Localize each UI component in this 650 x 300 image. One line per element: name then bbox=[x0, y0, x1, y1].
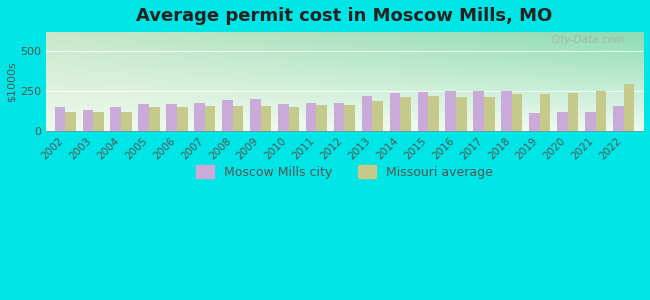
Bar bbox=[166, 104, 177, 131]
Bar bbox=[289, 107, 299, 131]
Bar bbox=[261, 106, 271, 131]
Bar bbox=[567, 93, 578, 131]
Bar bbox=[445, 91, 456, 131]
Bar bbox=[623, 84, 634, 131]
Bar bbox=[400, 97, 411, 131]
Bar bbox=[55, 107, 65, 131]
Bar bbox=[65, 112, 76, 131]
Title: Average permit cost in Moscow Mills, MO: Average permit cost in Moscow Mills, MO bbox=[136, 7, 552, 25]
Bar bbox=[111, 107, 121, 131]
Bar bbox=[585, 112, 595, 131]
Bar bbox=[233, 106, 243, 131]
Bar bbox=[222, 100, 233, 131]
Bar bbox=[250, 99, 261, 131]
Bar bbox=[317, 105, 327, 131]
Bar bbox=[333, 103, 344, 131]
Bar bbox=[595, 91, 606, 131]
Bar bbox=[613, 106, 623, 131]
Bar bbox=[417, 92, 428, 131]
Bar bbox=[149, 107, 160, 131]
Bar bbox=[306, 103, 317, 131]
Bar bbox=[83, 110, 93, 131]
Bar bbox=[138, 104, 149, 131]
Bar bbox=[121, 112, 132, 131]
Bar bbox=[372, 101, 383, 131]
Text: City-Data.com: City-Data.com bbox=[551, 35, 625, 45]
Bar bbox=[205, 106, 215, 131]
Bar bbox=[177, 107, 187, 131]
Bar bbox=[194, 103, 205, 131]
Y-axis label: $1000s: $1000s bbox=[7, 61, 17, 102]
Bar bbox=[484, 97, 495, 131]
Bar bbox=[344, 105, 355, 131]
Bar bbox=[557, 112, 567, 131]
Bar bbox=[361, 97, 372, 131]
Bar bbox=[529, 113, 539, 131]
Bar bbox=[389, 93, 400, 131]
Bar bbox=[512, 94, 523, 131]
Legend: Moscow Mills city, Missouri average: Moscow Mills city, Missouri average bbox=[190, 160, 498, 184]
Bar bbox=[473, 91, 484, 131]
Bar bbox=[501, 91, 512, 131]
Bar bbox=[428, 97, 439, 131]
Bar bbox=[278, 104, 289, 131]
Bar bbox=[93, 112, 104, 131]
Bar bbox=[456, 97, 467, 131]
Bar bbox=[540, 94, 551, 131]
